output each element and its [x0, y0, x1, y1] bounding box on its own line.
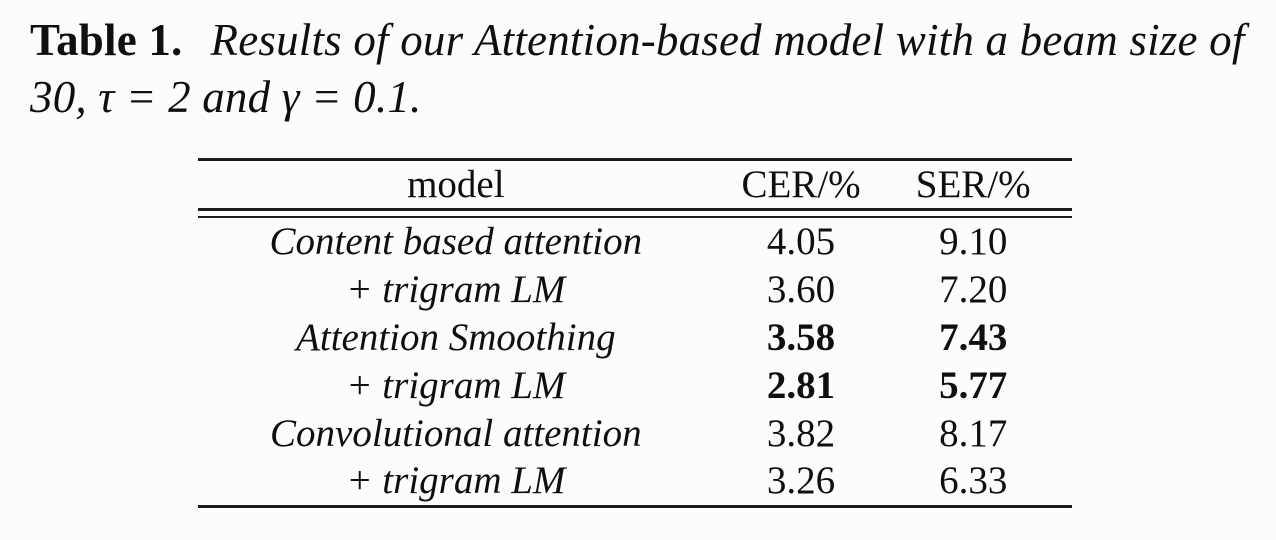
table-caption-label: Table 1.	[30, 15, 183, 65]
model-name-cell: + trigram LM	[346, 363, 566, 407]
table-row: Convolutional attention 3.82 8.17	[198, 409, 1072, 457]
column-header-ser: SER/%	[915, 163, 1031, 206]
model-name-cell: + trigram LM	[346, 268, 566, 312]
model-name-cell: Convolutional attention	[270, 411, 642, 455]
table-caption-text: Results of our Attention-based model wit…	[30, 15, 1245, 122]
table-row: + trigram LM 2.81 5.77	[198, 361, 1072, 409]
table-bottom-rule	[198, 504, 1072, 508]
table-row: + trigram LM 3.26 6.33	[198, 457, 1072, 505]
column-header-cer: CER/%	[741, 163, 861, 206]
table-row: Attention Smoothing 3.58 7.43	[198, 314, 1072, 362]
cer-value-cell: 3.82	[766, 411, 836, 455]
ser-value-cell: 7.20	[939, 268, 1008, 312]
cer-value-cell: 4.05	[766, 220, 836, 264]
table-header-row: model CER/% SER/%	[198, 161, 1072, 208]
ser-value-cell: 6.33	[939, 459, 1008, 503]
table-row: + trigram LM 3.60 7.20	[198, 266, 1072, 314]
ser-value-cell: 5.77	[939, 363, 1008, 407]
model-name-cell: + trigram LM	[346, 459, 566, 503]
table-row: Content based attention 4.05 9.10	[198, 218, 1072, 266]
cer-value-cell: 3.58	[766, 315, 836, 359]
model-name-cell: Attention Smoothing	[296, 315, 616, 359]
table-top-rule	[198, 158, 1072, 161]
ser-value-cell: 9.10	[939, 220, 1008, 264]
cer-value-cell: 3.60	[766, 268, 836, 312]
cer-value-cell: 3.26	[766, 459, 836, 503]
table-body: Content based attention 4.05 9.10 + trig…	[198, 218, 1072, 505]
cer-value-cell: 2.81	[766, 363, 836, 407]
results-table: model CER/% SER/% Content based attentio…	[198, 158, 1072, 508]
ser-value-cell: 8.17	[939, 411, 1008, 455]
column-header-model: model	[407, 163, 505, 206]
table-header-rule	[198, 208, 1072, 218]
model-name-cell: Content based attention	[269, 220, 643, 264]
table-caption: Table 1. Results of our Attention-based m…	[30, 12, 1255, 126]
ser-value-cell: 7.43	[939, 315, 1008, 359]
